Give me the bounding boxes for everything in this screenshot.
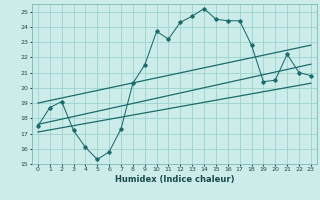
X-axis label: Humidex (Indice chaleur): Humidex (Indice chaleur): [115, 175, 234, 184]
